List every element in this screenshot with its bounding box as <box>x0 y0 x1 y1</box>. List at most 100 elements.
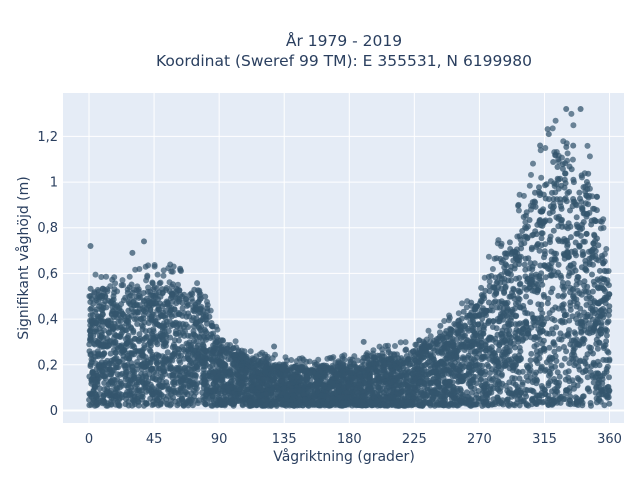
data-point <box>523 209 530 216</box>
data-point <box>582 288 589 295</box>
data-point <box>469 343 476 350</box>
data-point <box>130 329 137 336</box>
data-point <box>346 394 352 401</box>
data-point <box>170 322 177 329</box>
data-point <box>403 373 410 380</box>
data-point <box>511 353 518 360</box>
data-point <box>133 381 140 388</box>
data-point <box>135 376 142 383</box>
data-point <box>98 306 105 313</box>
data-point <box>546 210 553 217</box>
data-point <box>322 393 329 400</box>
data-point <box>583 295 590 302</box>
data-point <box>398 383 404 390</box>
data-point <box>570 142 577 149</box>
data-point <box>521 233 528 240</box>
data-point <box>529 263 536 270</box>
data-point <box>555 236 562 243</box>
data-point <box>221 369 228 376</box>
data-point <box>206 373 213 380</box>
data-point <box>562 170 569 177</box>
data-point <box>141 335 148 342</box>
data-point <box>476 325 483 332</box>
data-point <box>553 250 560 257</box>
data-point <box>537 320 543 327</box>
data-point <box>550 227 557 234</box>
data-point <box>173 328 179 335</box>
data-point <box>590 379 597 386</box>
data-point <box>517 304 524 311</box>
data-point <box>148 367 155 373</box>
data-point <box>545 395 551 402</box>
data-point <box>529 387 536 394</box>
data-point <box>191 337 198 344</box>
data-point <box>404 383 411 390</box>
data-point <box>559 165 566 172</box>
data-point <box>171 306 178 313</box>
data-point <box>592 318 599 325</box>
data-point <box>565 368 572 375</box>
data-point <box>584 363 591 370</box>
data-point <box>400 365 407 372</box>
data-point <box>529 379 536 386</box>
data-point <box>147 348 154 355</box>
data-point <box>577 357 584 364</box>
data-point <box>198 353 205 360</box>
data-point <box>383 402 390 409</box>
data-point <box>183 295 189 302</box>
data-point <box>544 315 551 322</box>
data-point <box>557 196 564 203</box>
data-point <box>405 355 412 362</box>
data-point <box>561 319 568 325</box>
data-point <box>87 299 94 305</box>
data-point <box>89 369 96 376</box>
data-point <box>417 402 424 409</box>
data-point <box>558 205 565 212</box>
data-point <box>487 370 493 376</box>
data-point <box>200 341 207 348</box>
data-point <box>522 318 529 325</box>
data-point <box>171 337 178 344</box>
data-point <box>471 321 478 328</box>
data-point <box>568 355 575 362</box>
data-point <box>215 394 222 401</box>
data-point <box>479 293 486 300</box>
data-point <box>534 315 541 322</box>
data-point <box>548 248 555 255</box>
data-point <box>527 367 534 374</box>
data-point <box>399 397 406 403</box>
data-point <box>474 361 481 368</box>
data-point <box>590 278 597 285</box>
data-point <box>533 273 540 280</box>
data-point <box>138 322 145 328</box>
data-point <box>500 361 507 368</box>
data-point <box>525 255 532 262</box>
data-point <box>556 345 562 352</box>
data-point <box>546 310 553 317</box>
data-point <box>566 327 572 333</box>
data-point <box>503 340 510 347</box>
data-point <box>524 310 531 317</box>
data-point <box>393 382 400 389</box>
data-point <box>368 366 375 373</box>
data-point <box>129 367 136 374</box>
data-point <box>109 376 116 383</box>
data-point <box>511 265 518 272</box>
data-point <box>534 242 541 248</box>
data-point <box>143 401 150 407</box>
data-point <box>508 393 515 400</box>
data-point <box>540 291 547 298</box>
data-point <box>581 238 588 245</box>
data-point <box>458 361 465 368</box>
data-point <box>533 231 540 238</box>
data-point <box>580 393 587 400</box>
data-point <box>506 239 513 246</box>
data-point <box>527 357 534 364</box>
data-point <box>528 350 535 357</box>
data-point <box>585 385 592 392</box>
data-point <box>211 350 218 357</box>
data-point <box>115 358 122 365</box>
data-point <box>523 293 530 300</box>
data-point <box>565 374 572 381</box>
